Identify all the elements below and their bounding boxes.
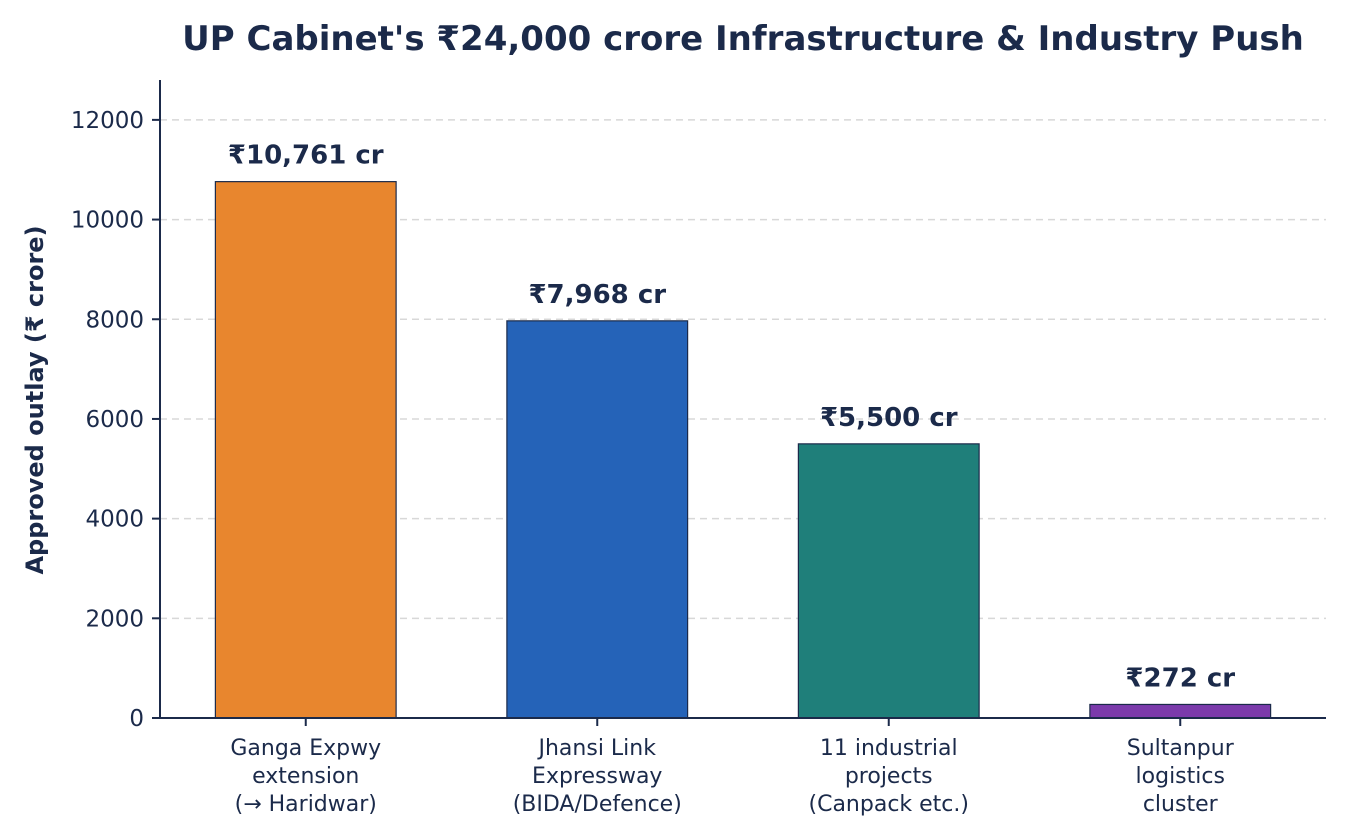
data-label: ₹7,968 cr [528,280,666,310]
axes: 0 2000 4000 6000 8000 10000 12000 Ganga Expwy ex… [71,80,1326,817]
y-tick-label: 4000 [85,507,144,533]
x-tick-label: Ganga Expwy [230,736,381,761]
bar [797,443,980,719]
y-tick-label: 12000 [71,108,144,134]
x-tick-label: 11 industrial [820,736,958,761]
x-tick-label: Sultanpur [1127,736,1235,761]
y-tick-label: 8000 [85,307,144,333]
data-label: ₹10,761 cr [228,141,384,171]
data-label: ₹5,500 cr [820,403,958,433]
x-tick-label: logistics [1136,764,1225,789]
x-tick-label: Jhansi Link [537,736,657,761]
data-labels: ₹10,761 cr ₹7,968 cr ₹5,500 cr ₹272 cr [228,141,1235,694]
x-tick-label: (Canpack etc.) [809,792,969,817]
y-tick-label: 6000 [85,407,144,433]
y-axis-label: Approved outlay (₹ crore) [21,225,49,574]
bar [1089,703,1272,719]
bar [214,181,397,719]
x-tick-label: (BIDA/Defence) [513,792,682,817]
data-label: ₹272 cr [1125,663,1235,693]
x-tick-label: (→ Haridwar) [235,792,377,817]
y-tick-label: 2000 [85,606,144,632]
x-tick-label: Expressway [532,764,662,789]
y-tick-label: 10000 [71,208,144,234]
bars [214,181,1272,719]
y-tick-label: 0 [129,706,144,732]
x-tick-label: projects [845,764,933,789]
x-tick-label: cluster [1143,792,1219,817]
chart-title: UP Cabinet's ₹24,000 crore Infrastructur… [182,19,1304,59]
x-tick-label: extension [252,764,359,789]
bar [506,320,689,719]
